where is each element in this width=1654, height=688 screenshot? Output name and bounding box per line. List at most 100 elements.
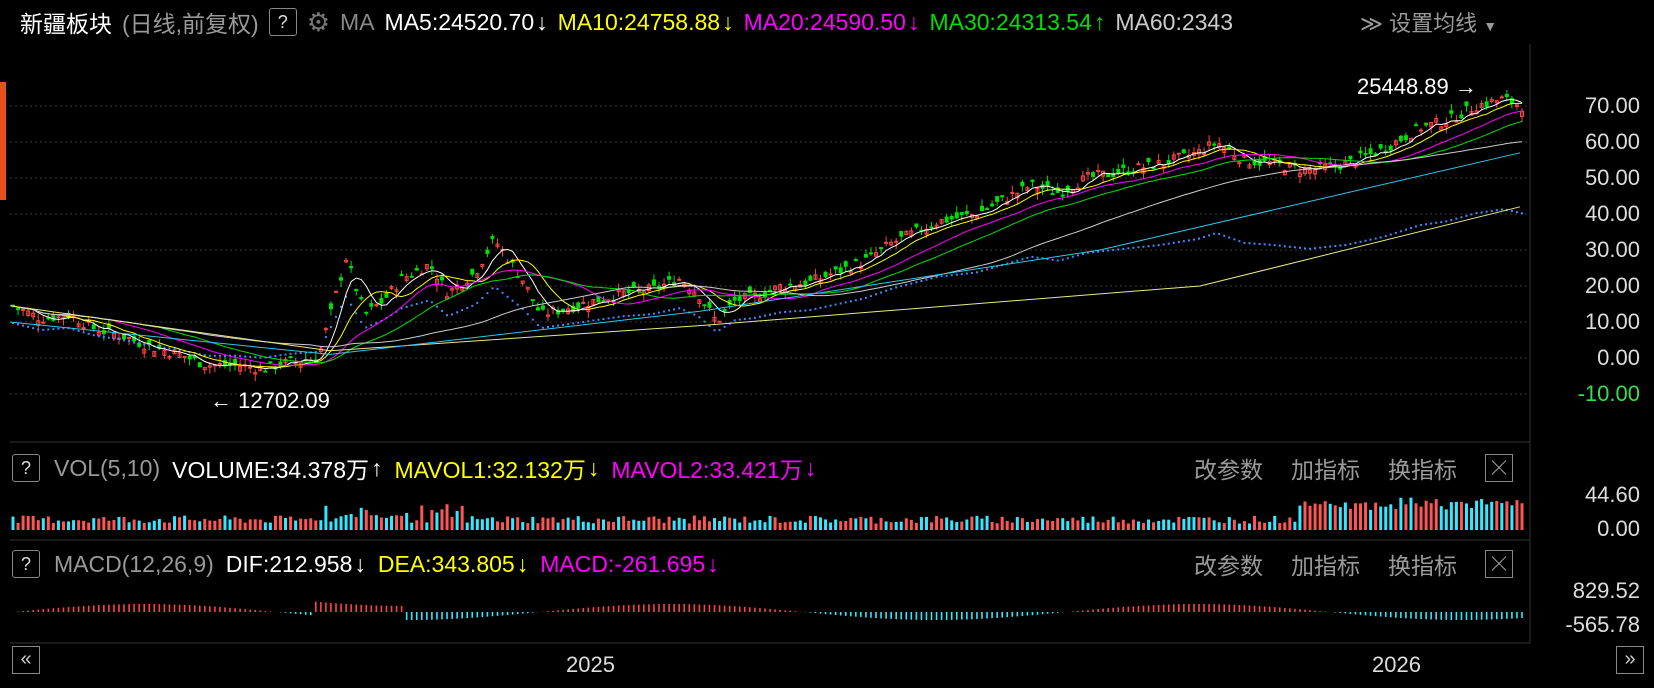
macd-histogram-bar	[557, 610, 559, 612]
candle-body	[21, 308, 26, 311]
macd-histogram-bar	[219, 607, 221, 612]
secondary-series-point	[1399, 230, 1402, 233]
secondary-series-point	[37, 328, 40, 331]
volume-edit-params-button[interactable]: 改参数	[1194, 457, 1263, 483]
secondary-series-point	[259, 356, 262, 359]
macd-histogram-bar	[1213, 604, 1215, 612]
volume-bar	[1101, 522, 1105, 530]
candle-body	[545, 314, 550, 317]
scroll-left-button[interactable]: «	[12, 646, 40, 674]
volume-bar	[526, 523, 530, 530]
macd-histogram-bar	[814, 612, 817, 614]
volume-bar	[788, 521, 792, 530]
macd-histogram-bar	[138, 604, 140, 612]
candle-body	[16, 308, 21, 311]
candle-body	[899, 231, 904, 237]
double-chevron-down-icon[interactable]: ≫	[1360, 11, 1384, 36]
macd-histogram-bar	[360, 604, 363, 612]
secondary-series-point	[1455, 217, 1458, 220]
macd-histogram-bar	[471, 612, 474, 618]
macd-histogram-bar	[158, 604, 161, 612]
price-tick-label: 20.00	[1584, 273, 1640, 298]
volume-bar	[1242, 521, 1246, 530]
volume-bar	[733, 518, 737, 530]
candle-body	[1045, 180, 1050, 187]
help-button[interactable]: ?	[268, 8, 297, 36]
volume-bar	[1495, 500, 1499, 530]
candle-body	[535, 307, 540, 311]
secondary-series-point	[1344, 243, 1347, 246]
secondary-series-point	[718, 329, 721, 332]
secondary-series-point	[673, 308, 676, 311]
macd-histogram-bar	[441, 612, 443, 620]
macd-histogram-bar	[1379, 612, 1382, 617]
macd-histogram-bar	[910, 612, 913, 620]
macd-histogram-bar	[178, 604, 181, 612]
volume-bar	[935, 516, 939, 530]
scroll-right-button[interactable]: »	[1616, 646, 1644, 674]
volume-bar	[1232, 519, 1236, 530]
secondary-series-point	[213, 354, 216, 357]
candle-body	[389, 286, 394, 289]
macd-histogram-bar	[259, 610, 262, 612]
macd-histogram-bar	[1233, 604, 1236, 612]
candle-body	[990, 203, 995, 207]
secondary-series-point	[123, 338, 126, 341]
macd-histogram-bar	[128, 604, 130, 612]
secondary-series-point	[1515, 211, 1518, 214]
volume-close-icon[interactable]	[1485, 454, 1513, 482]
volume-bar	[354, 517, 358, 530]
macd-histogram-bar	[955, 612, 958, 620]
volume-bar	[506, 516, 510, 530]
volume-help-button[interactable]: ?	[12, 454, 40, 482]
macd-histogram-bar	[668, 604, 670, 612]
macd-add-indicator-button[interactable]: 加指标	[1291, 553, 1360, 579]
arrow-right-icon: →	[1454, 74, 1477, 99]
candle-body	[1000, 195, 1005, 198]
volume-bar	[516, 517, 520, 530]
volume-bar	[1086, 522, 1090, 530]
candle-body	[253, 372, 258, 375]
secondary-series-point	[1268, 243, 1271, 246]
macd-histogram-bar	[1445, 612, 1448, 620]
x-label-2025: 2025	[566, 652, 615, 677]
secondary-series-point	[1157, 244, 1160, 247]
macd-histogram-bar	[976, 612, 978, 620]
macd-histogram-bar	[855, 612, 857, 617]
volume-add-indicator-button[interactable]: 加指标	[1291, 457, 1360, 483]
volume-bar	[768, 515, 772, 530]
candle-body	[167, 355, 172, 359]
candle-body	[1171, 154, 1176, 160]
candle-body	[1010, 192, 1015, 195]
macd-close-icon[interactable]	[1485, 550, 1513, 578]
macd-histogram-bar	[420, 612, 423, 620]
candle-body	[616, 289, 621, 293]
macd-histogram-bar	[1077, 610, 1079, 612]
volume-bar	[930, 522, 934, 530]
volume-bar	[107, 520, 111, 530]
secondary-series-point	[864, 296, 867, 299]
candle-body	[889, 241, 894, 246]
volume-bar	[1379, 506, 1383, 530]
candle-body	[944, 216, 949, 223]
macd-histogram-bar	[552, 610, 554, 612]
macd-help-button[interactable]: ?	[12, 550, 40, 578]
volume-switch-indicator-button[interactable]: 换指标	[1388, 457, 1457, 483]
macd-switch-indicator-button[interactable]: 换指标	[1388, 553, 1457, 579]
macd-edit-params-button[interactable]: 改参数	[1194, 553, 1263, 579]
volume-bar	[839, 521, 843, 530]
macd-histogram-bar	[950, 612, 953, 620]
gear-icon[interactable]: ⚙	[306, 6, 331, 37]
volume-bar	[278, 515, 282, 530]
candle-body	[853, 259, 858, 262]
ma-settings-dropdown[interactable]: ≫ 设置均线 ▼	[1360, 6, 1497, 38]
candle-body	[1282, 170, 1287, 176]
secondary-series-point	[1369, 238, 1372, 241]
macd-histogram-bar	[743, 606, 746, 612]
candle-body	[142, 348, 147, 354]
volume-bar	[622, 516, 626, 530]
secondary-series-point	[1359, 240, 1362, 243]
volume-bar	[480, 519, 484, 530]
secondary-series-point	[1450, 219, 1453, 222]
